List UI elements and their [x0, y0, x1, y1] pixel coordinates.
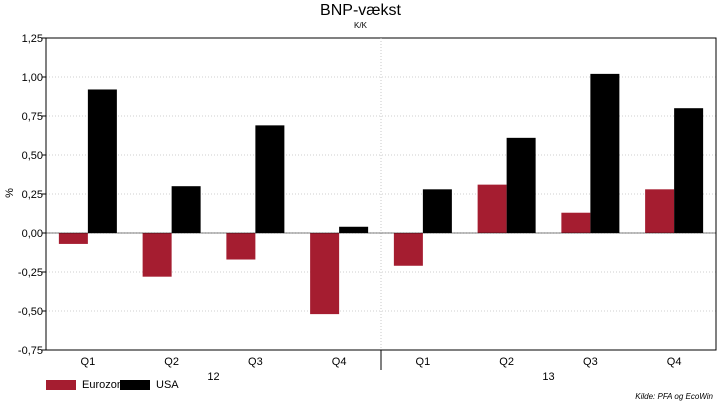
y-tick-label: -0,50: [18, 306, 43, 318]
legend-swatch-eurozonen: [46, 380, 76, 390]
x-tick-label: Q3: [583, 356, 598, 368]
group-label: 13: [542, 371, 554, 383]
legend-item-usa: USA: [120, 379, 179, 391]
bar-usa-3: [255, 125, 285, 233]
y-tick-label: 0,00: [22, 228, 43, 240]
bar-eurozonen-2: [142, 233, 172, 277]
x-tick-label: Q2: [164, 356, 179, 368]
y-tick-label: -0,25: [18, 267, 43, 279]
bar-eurozonen-7: [561, 212, 591, 233]
bar-eurozonen-3: [226, 233, 256, 260]
source-note: Kilde: PFA og EcoWin: [635, 392, 713, 401]
x-tick-label: Q1: [81, 356, 96, 368]
bar-eurozonen-8: [645, 189, 675, 233]
x-tick-label: Q3: [248, 356, 263, 368]
legend-label-usa: USA: [156, 379, 179, 391]
bar-eurozonen-4: [310, 233, 340, 315]
bar-usa-2: [171, 186, 201, 233]
bar-usa-6: [506, 137, 536, 233]
chart-subtitle: K/K: [354, 21, 367, 30]
legend-swatch-usa: [120, 380, 150, 390]
chart-title: BNP-vækst: [320, 2, 401, 19]
x-tick-label: Q2: [499, 356, 514, 368]
x-tick-label: Q4: [667, 356, 682, 368]
bar-usa-8: [674, 108, 704, 233]
bar-usa-1: [87, 89, 117, 233]
y-tick-label: 0,50: [22, 150, 43, 162]
bar-usa-4: [339, 226, 369, 233]
group-label: 12: [207, 371, 219, 383]
bar-usa-5: [422, 189, 452, 233]
bar-eurozonen-6: [477, 184, 507, 233]
bar-eurozonen-1: [58, 233, 88, 244]
y-tick-label: -0,75: [18, 345, 43, 357]
y-tick-label: 0,25: [22, 189, 43, 201]
x-tick-label: Q4: [332, 356, 347, 368]
y-tick-label: 0,75: [22, 111, 43, 123]
y-tick-label: 1,25: [22, 33, 43, 45]
bar-usa-7: [590, 73, 620, 233]
bar-eurozonen-5: [393, 233, 423, 266]
y-tick-label: 1,00: [22, 72, 43, 84]
x-tick-label: Q1: [416, 356, 431, 368]
